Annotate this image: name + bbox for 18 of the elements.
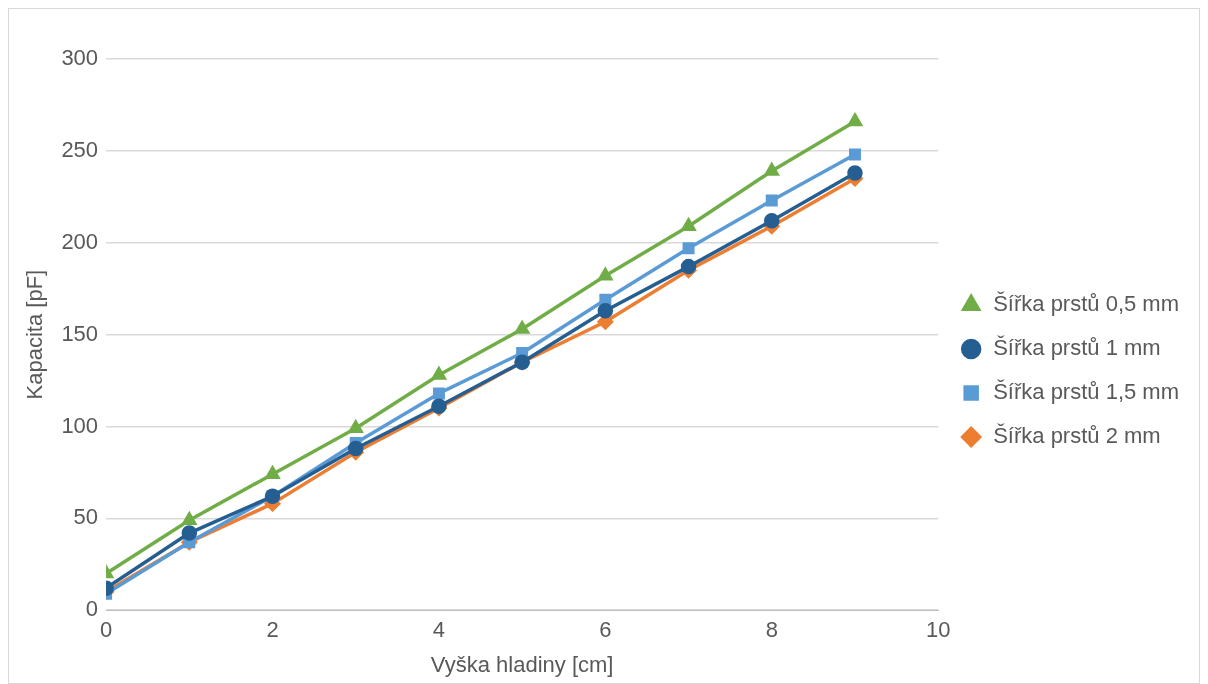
y-tick-label: 50 (73, 504, 99, 530)
x-tick-label: 4 (432, 617, 446, 643)
y-axis-title: Kapacita [pF] (22, 269, 48, 400)
y-tick-label: 250 (61, 136, 99, 162)
y-tick-label: 0 (85, 596, 99, 622)
x-axis-title: Vyška hladiny [cm] (430, 651, 614, 677)
y-tick-label: 150 (61, 320, 99, 346)
legend-label: Šířka prstů 2 mm (993, 423, 1161, 449)
y-tick-label: 200 (61, 228, 99, 254)
legend-label: Šířka prstů 1 mm (993, 335, 1161, 361)
x-tick-label: 2 (266, 617, 279, 643)
x-tick-label: 8 (765, 617, 778, 643)
x-tick-label: 6 (599, 617, 612, 643)
legend-label: Šířka prstů 1,5 mm (993, 379, 1180, 405)
y-tick-label: 300 (61, 45, 99, 71)
x-tick-label: 10 (925, 617, 951, 643)
legend-label: Šířka prstů 0,5 mm (993, 291, 1180, 317)
y-tick-label: 100 (61, 412, 99, 438)
